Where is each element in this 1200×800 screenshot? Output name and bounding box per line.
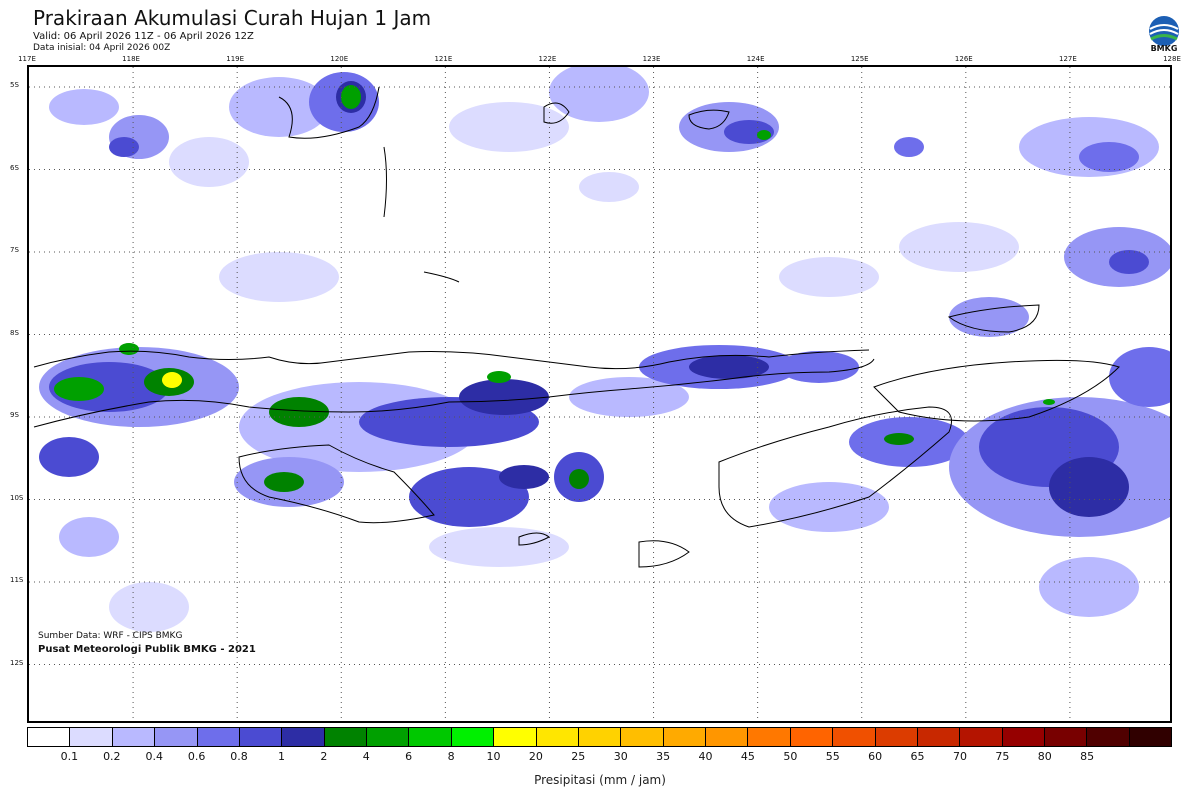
rain-patches — [39, 67, 1170, 632]
colorbar-label: 6 — [405, 750, 413, 763]
colorbar-label: 10 — [486, 750, 501, 763]
lat-tick-label: 12S — [10, 658, 24, 667]
colorbar-swatch — [282, 728, 325, 746]
colorbar-swatch — [706, 728, 749, 746]
precipitation-map — [29, 67, 1170, 721]
bmkg-logo-icon — [1149, 16, 1179, 46]
colorbar-swatch — [960, 728, 1003, 746]
colorbar-label: 8 — [447, 750, 455, 763]
colorbar-swatch — [833, 728, 876, 746]
colorbar-swatch — [409, 728, 452, 746]
init-time: Data inisial: 04 April 2026 00Z — [33, 43, 171, 53]
lon-tick-label: 118E — [122, 55, 140, 63]
lon-tick-label: 125E — [850, 55, 869, 63]
colorbar-label: 2 — [320, 750, 328, 763]
map-area[interactable] — [27, 65, 1172, 723]
colorbar-label: 20 — [528, 750, 543, 763]
lon-tick-label: 124E — [746, 55, 765, 63]
data-source: Sumber Data: WRF - CIPS BMKG — [38, 631, 183, 641]
colorbar-swatch — [1129, 728, 1172, 746]
colorbar-swatch — [917, 728, 961, 746]
colorbar-swatch — [875, 728, 918, 746]
colorbar-label: 70 — [952, 750, 967, 763]
lat-tick-label: 11S — [10, 576, 24, 584]
colorbar-swatch — [790, 728, 834, 746]
colorbar-label: 4 — [362, 750, 370, 763]
colorbar-swatch — [663, 728, 706, 746]
lon-tick-label: 120E — [330, 55, 349, 63]
colorbar-swatch — [1002, 728, 1045, 746]
colorbar-label: 60 — [868, 750, 883, 763]
colorbar — [27, 727, 1172, 747]
colorbar-title: Presipitasi (mm / jam) — [534, 773, 666, 787]
lat-tick-label: 7S — [10, 246, 19, 254]
colorbar-label: 55 — [825, 750, 840, 763]
lon-tick-label: 121E — [434, 55, 453, 63]
lon-tick-label: 127E — [1059, 55, 1077, 63]
map-title: Prakiraan Akumulasi Curah Hujan 1 Jam — [33, 6, 432, 30]
colorbar-swatch — [239, 728, 283, 746]
colorbar-swatch — [197, 728, 240, 746]
colorbar-swatch — [1087, 728, 1130, 746]
colorbar-label: 25 — [571, 750, 586, 763]
colorbar-label: 30 — [613, 750, 628, 763]
colorbar-label: 65 — [910, 750, 925, 763]
colorbar-label: 45 — [740, 750, 755, 763]
lat-tick-label: 6S — [10, 163, 19, 172]
colorbar-swatch — [1045, 728, 1088, 746]
colorbar-label: 35 — [656, 750, 671, 763]
colorbar-swatch — [494, 728, 537, 746]
colorbar-swatch — [536, 728, 579, 746]
colorbar-label: 80 — [1037, 750, 1052, 763]
colorbar-label: 0.6 — [187, 750, 206, 763]
lon-tick-label: 123E — [642, 55, 661, 63]
colorbar-label: 75 — [995, 750, 1010, 763]
colorbar-swatch — [28, 728, 71, 746]
colorbar-swatch — [748, 728, 791, 746]
lat-tick-label: 9S — [10, 411, 19, 419]
colorbar-label: 0.8 — [230, 750, 248, 763]
lon-tick-label: 117E — [18, 55, 36, 63]
lat-tick-label: 5S — [10, 81, 19, 89]
colorbar-label: 40 — [698, 750, 713, 763]
lat-tick-label: 10S — [10, 493, 24, 502]
lat-tick-label: 8S — [10, 328, 19, 337]
lon-tick-label: 126E — [954, 55, 973, 63]
colorbar-swatch — [70, 728, 113, 746]
colorbar-label: 50 — [783, 750, 798, 763]
colorbar-swatch — [621, 728, 664, 746]
colorbar-swatch — [367, 728, 410, 746]
colorbar-swatch — [451, 728, 495, 746]
colorbar-label: 0.1 — [60, 750, 79, 763]
colorbar-swatch — [578, 728, 622, 746]
coastlines — [33, 86, 1120, 568]
colorbar-swatch — [112, 728, 156, 746]
lon-tick-label: 122E — [538, 55, 557, 63]
colorbar-label: 0.2 — [103, 750, 121, 763]
lon-tick-label: 128E — [1163, 55, 1181, 63]
valid-time: Valid: 06 April 2026 11Z - 06 April 2026… — [33, 31, 254, 42]
lat-lon-grid — [29, 67, 1170, 721]
colorbar-swatch — [155, 728, 198, 746]
publisher: Pusat Meteorologi Publik BMKG - 2021 — [38, 644, 256, 655]
colorbar-label: 85 — [1080, 750, 1095, 763]
colorbar-label: 0.4 — [145, 750, 163, 763]
colorbar-swatch — [324, 728, 367, 746]
colorbar-label: 1 — [277, 750, 285, 763]
lon-tick-label: 119E — [226, 55, 245, 63]
logo-text: BMKG — [1150, 44, 1178, 53]
